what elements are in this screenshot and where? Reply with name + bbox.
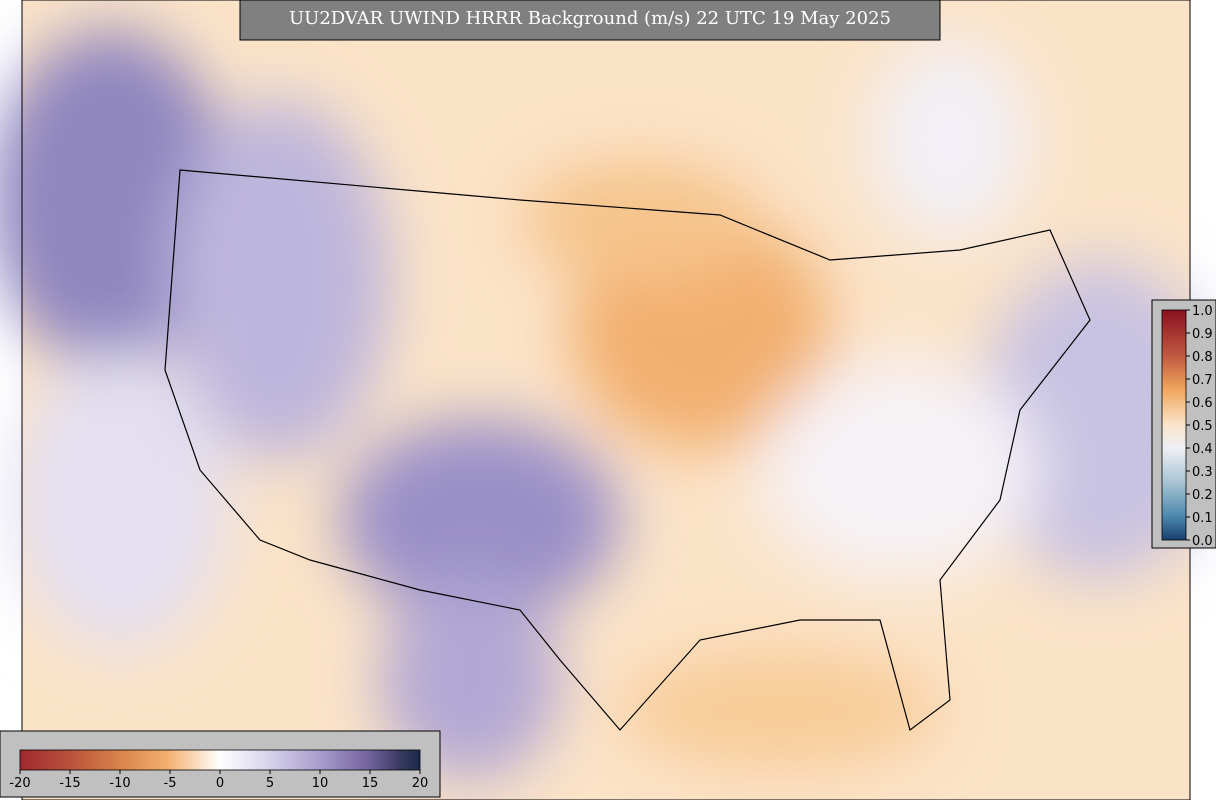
colorbar-tick-label: -20 — [9, 776, 30, 791]
colorbar-tick-label: 0 — [216, 776, 224, 791]
colorbar-tick-label: 0.8 — [1192, 350, 1213, 365]
colorbar-tick-label: 5 — [266, 776, 274, 791]
colorbar-tick-label: 0.4 — [1192, 442, 1213, 457]
colorbar-tick-label: 15 — [362, 776, 379, 791]
colorbar-tick-label: 0.0 — [1192, 534, 1213, 549]
colorbar-tick-label: 0.1 — [1192, 511, 1213, 526]
colorbar-tick-label: 0.5 — [1192, 419, 1213, 434]
colorbar-tick-label: 0.9 — [1192, 327, 1213, 342]
vertical-colorbar: 1.0 0.9 0.8 0.7 0.6 0.5 0.4 0.3 0.2 0.1 0.0 — [1151, 299, 1216, 549]
colorbar-tick-label: -5 — [164, 776, 177, 791]
colorbar-tick-label: -15 — [59, 776, 80, 791]
colorbar-tick-label: 10 — [312, 776, 329, 791]
horizontal-colorbar: -20 -15 -10 -5 0 5 10 15 20 — [0, 730, 441, 798]
colorbar-tick-label: -10 — [109, 776, 130, 791]
colorbar-tick-label: 0.6 — [1192, 396, 1213, 411]
colorbar-tick-label: 0.2 — [1192, 488, 1213, 503]
title-box: UU2DVAR UWIND HRRR Background (m/s) 22 U… — [239, 0, 941, 41]
colorbar-tick-label: 0.3 — [1192, 465, 1213, 480]
colorbar-tick-label: 1.0 — [1192, 304, 1213, 319]
colorbar-tick-label: 20 — [412, 776, 429, 791]
map-title: UU2DVAR UWIND HRRR Background (m/s) 22 U… — [289, 8, 891, 29]
colorbar-tick-label: 0.7 — [1192, 373, 1213, 388]
